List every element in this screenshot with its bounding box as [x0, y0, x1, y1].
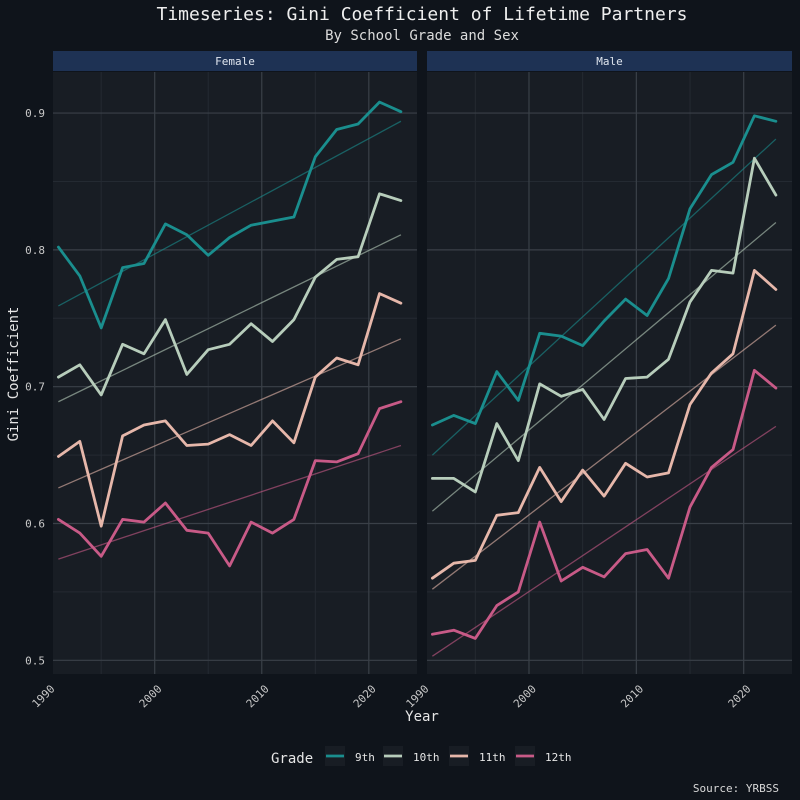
series-line-male-12th: [430, 368, 778, 640]
chart-title: Timeseries: Gini Coefficient of Lifetime…: [156, 4, 687, 25]
trend-line-female-12th: [58, 444, 402, 560]
y-tick-label: 0.6: [25, 518, 45, 531]
y-tick-label: 0.7: [25, 381, 45, 394]
trend-line-female-10th: [58, 234, 402, 403]
series-line-female-10th: [57, 192, 403, 397]
legend-title: Grade: [271, 751, 313, 767]
x-axis-title: Year: [405, 709, 439, 725]
plot-area-male: [427, 72, 792, 674]
trend-line-male-11th: [431, 324, 777, 590]
legend-label-9th: 9th: [355, 751, 375, 764]
y-tick-label: 0.8: [25, 244, 45, 257]
strip-male: [427, 51, 792, 71]
series-line-male-9th: [430, 114, 778, 427]
legend-label-11th: 11th: [479, 751, 506, 764]
chart-subtitle: By School Grade and Sex: [325, 28, 519, 44]
legend-label-10th: 10th: [413, 751, 440, 764]
legend-label-12th: 12th: [545, 751, 572, 764]
series-line-female-12th: [57, 400, 403, 568]
chart-caption: Source: YRBSS: [693, 782, 779, 795]
series-line-female-9th: [57, 100, 403, 330]
y-tick-label: 0.5: [25, 654, 45, 667]
trend-line-male-9th: [431, 138, 777, 456]
strip-label-male: Male: [596, 55, 623, 68]
y-tick-label: 0.9: [25, 107, 45, 120]
series-line-male-10th: [430, 156, 778, 494]
legend: Grade 9th 10th 11th 12th: [271, 746, 572, 767]
strip-label-female: Female: [215, 55, 255, 68]
y-axis-title: Gini Coefficient: [6, 307, 22, 442]
series-line-male-11th: [430, 268, 778, 580]
trend-line-female-9th: [58, 120, 402, 307]
plot-area-female: [53, 72, 417, 674]
strip-female: [53, 51, 417, 71]
series-line-female-11th: [57, 292, 403, 528]
